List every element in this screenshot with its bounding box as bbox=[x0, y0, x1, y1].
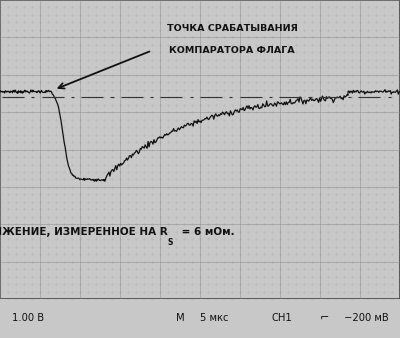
Text: = 6 мОм.: = 6 мОм. bbox=[178, 227, 235, 237]
Text: КОМПАРАТОРА ФЛАГА: КОМПАРАТОРА ФЛАГА bbox=[169, 46, 295, 55]
Text: 1.00 В: 1.00 В bbox=[12, 313, 44, 323]
Text: 5 мкс: 5 мкс bbox=[200, 313, 228, 323]
Text: S: S bbox=[168, 238, 173, 247]
Text: −200 мВ: −200 мВ bbox=[344, 313, 389, 323]
Text: CH1: CH1 bbox=[272, 313, 293, 323]
Text: ТОЧКА СРАБАТЫВАНИЯ: ТОЧКА СРАБАТЫВАНИЯ bbox=[166, 24, 298, 32]
Text: НАПРЯЖЕНИЕ, ИЗМЕРЕННОЕ НА R: НАПРЯЖЕНИЕ, ИЗМЕРЕННОЕ НА R bbox=[0, 227, 168, 237]
Text: ⌐: ⌐ bbox=[320, 313, 329, 323]
Text: M: M bbox=[176, 313, 185, 323]
